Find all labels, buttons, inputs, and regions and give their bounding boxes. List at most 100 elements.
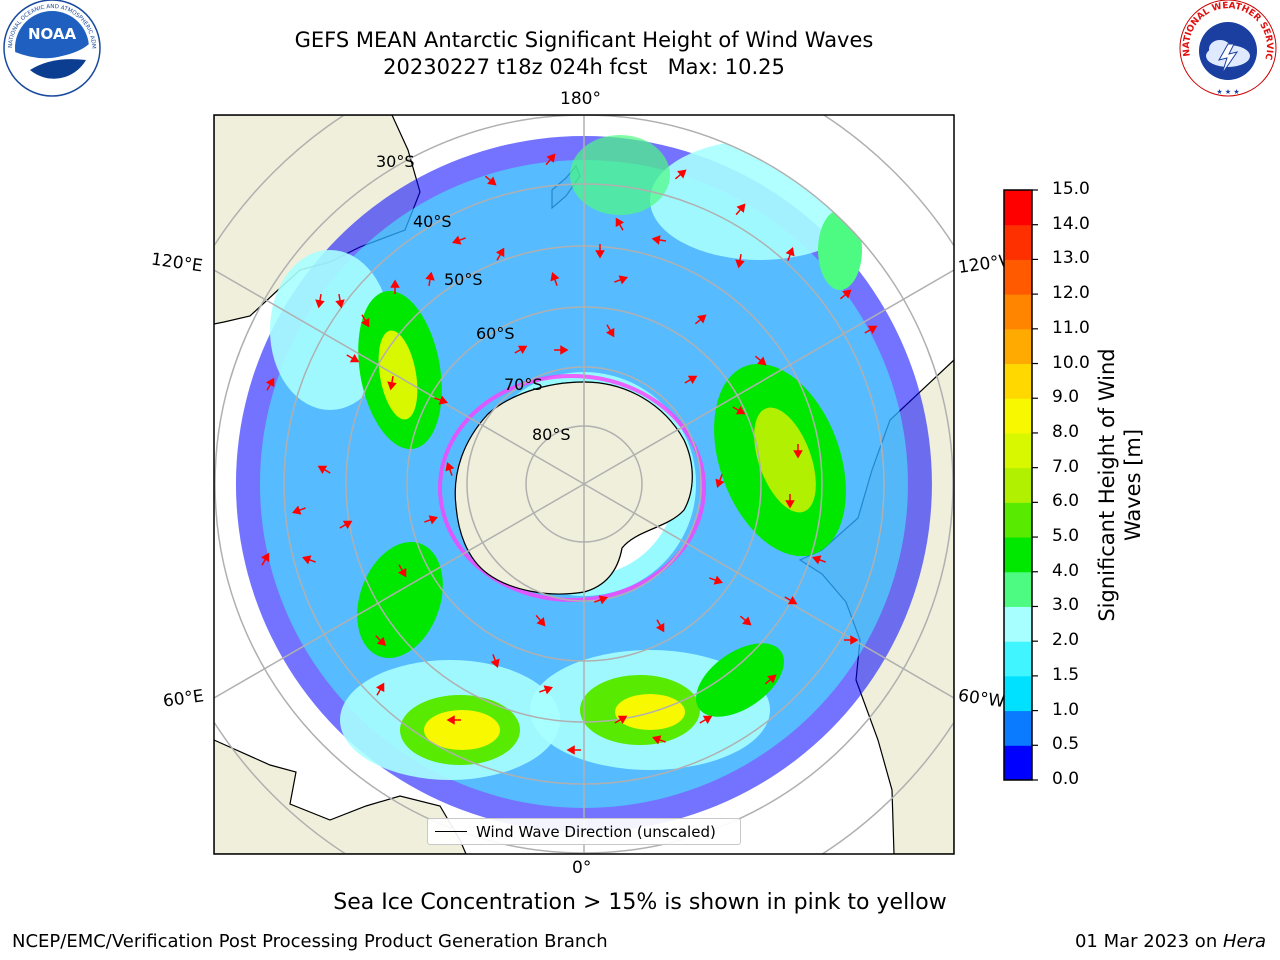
wave-arrow — [495, 247, 505, 261]
wave-arrow — [615, 217, 625, 231]
wave-arrow — [317, 465, 331, 475]
footer-date: 01 Mar 2023 on Hera — [1075, 931, 1266, 952]
wave-arrow — [535, 614, 546, 627]
wave-arrow — [434, 395, 448, 405]
wave-arrow — [260, 552, 270, 566]
africa — [214, 739, 467, 854]
noaa-logo: NOAA NATIONAL OCEANIC AND ATMOSPHERIC AD… — [0, 0, 101, 97]
svg-text:NOAA: NOAA — [28, 25, 77, 43]
wave-arrow — [605, 324, 615, 338]
colorbar-segment — [1004, 398, 1032, 434]
colorbar-segment — [1004, 432, 1032, 469]
colorbar-tick-label: 14.0 — [1052, 213, 1090, 234]
lat-label-40s: 40°S — [413, 212, 452, 231]
colorbar-segment — [1004, 224, 1032, 260]
wave-arrow — [375, 635, 387, 647]
colorbar-tick-label: 9.0 — [1052, 387, 1080, 408]
wave-arrow — [387, 375, 397, 391]
wave-arrow — [424, 515, 438, 525]
colorbar-segment — [1004, 606, 1032, 642]
colorbar-segment — [1004, 502, 1032, 538]
wave-arrow — [844, 635, 859, 645]
colorbar-tick-label: 1.5 — [1052, 664, 1080, 685]
wave-arrow — [735, 203, 746, 216]
footer-branch: NCEP/EMC/Verification Post Processing Pr… — [12, 931, 608, 952]
colorbar-segment — [1004, 641, 1032, 677]
wave-arrow — [445, 462, 455, 476]
wave-arrow — [655, 619, 665, 633]
colorbar-tick-label: 5.0 — [1052, 526, 1080, 547]
colorbar-tick-label: 3.0 — [1052, 595, 1080, 616]
wave-arrow — [315, 293, 325, 309]
wave-arrow — [764, 674, 777, 685]
lat-label-70s: 70°S — [504, 375, 543, 394]
wave-arrow — [684, 375, 698, 385]
colorbar-title-line2: Waves [m] — [1121, 428, 1145, 542]
wave-arrow — [302, 555, 316, 565]
wave-arrow — [754, 355, 767, 366]
wave-arrow — [514, 345, 528, 355]
wave-arrow — [732, 405, 746, 415]
wave-arrow — [709, 575, 723, 585]
colorbar-tick-label: 0.5 — [1052, 734, 1080, 755]
wave-arrow — [397, 564, 407, 578]
wave-arrow — [785, 247, 795, 261]
wave-arrow — [390, 279, 400, 294]
colorbar-segment — [1004, 259, 1032, 295]
wave-arrow — [839, 289, 852, 300]
colorbar-tick-label: 8.0 — [1052, 421, 1080, 442]
lat-label-80s: 80°S — [532, 425, 571, 444]
colorbar-segment — [1004, 363, 1032, 399]
wave-arrow — [484, 175, 497, 186]
colorbar-tick-label: 12.0 — [1052, 283, 1090, 304]
wave-arrow — [375, 682, 385, 696]
colorbar-segment — [1004, 294, 1032, 330]
wave-arrow — [614, 715, 628, 725]
colorbar-segment — [1004, 745, 1032, 781]
wave-arrow — [292, 505, 306, 515]
colorbar-title-line1: Significant Height of Wind — [1095, 348, 1119, 622]
colorbar-segment — [1004, 328, 1032, 365]
colorbar-tick-label: 1.0 — [1052, 699, 1080, 720]
wave-arrow — [739, 615, 752, 626]
wave-arrow — [735, 253, 745, 269]
wave-arrow — [594, 595, 608, 605]
wave-arrow — [784, 595, 798, 605]
lon-label-180: 180° — [560, 89, 601, 109]
footer-system: Hera — [1222, 931, 1266, 952]
colorbar-tick-label: 2.0 — [1052, 630, 1080, 651]
chart-subtitle: 20230227 t18z 024h fcst Max: 10.25 — [383, 55, 785, 79]
colorbar-tick-label: 4.0 — [1052, 560, 1080, 581]
colorbar — [1003, 189, 1038, 781]
wave-arrow — [360, 314, 370, 328]
wave-arrow — [694, 314, 707, 325]
colorbar-tick-label: 7.0 — [1052, 456, 1080, 477]
wave-arrow — [346, 353, 360, 363]
wave-arrow — [425, 271, 435, 287]
wave-arrow — [652, 735, 666, 745]
colorbar-tick-label: 15.0 — [1052, 179, 1090, 199]
colorbar-segment — [1004, 467, 1032, 503]
colorbar-segment — [1004, 675, 1032, 712]
lat-label-30s: 30°S — [376, 152, 415, 171]
graticule — [214, 115, 954, 854]
wave-arrow — [490, 654, 500, 668]
colorbar-segment — [1004, 571, 1032, 607]
wave-arrow — [550, 272, 560, 286]
legend-label: Wind Wave Direction (unscaled) — [476, 822, 716, 841]
wave-arrow — [785, 494, 795, 509]
colorbar-segment — [1004, 537, 1032, 573]
wave-arrow — [452, 235, 466, 245]
colorbar-segment — [1004, 190, 1032, 226]
wave-arrow — [335, 293, 345, 309]
svg-text:★ ★ ★: ★ ★ ★ — [1216, 88, 1239, 96]
nws-logo: NATIONAL WEATHER SERVICE ★ ★ ★ — [1176, 0, 1277, 97]
wave-arrow — [864, 325, 878, 335]
lon-label-0: 0° — [572, 858, 592, 878]
wave-arrow — [715, 474, 725, 488]
map-legend: Wind Wave Direction (unscaled) — [427, 818, 741, 845]
wave-arrow — [614, 275, 628, 285]
wave-arrow — [545, 153, 556, 166]
colorbar-tick-label: 10.0 — [1052, 352, 1090, 373]
wave-arrow — [699, 715, 713, 725]
